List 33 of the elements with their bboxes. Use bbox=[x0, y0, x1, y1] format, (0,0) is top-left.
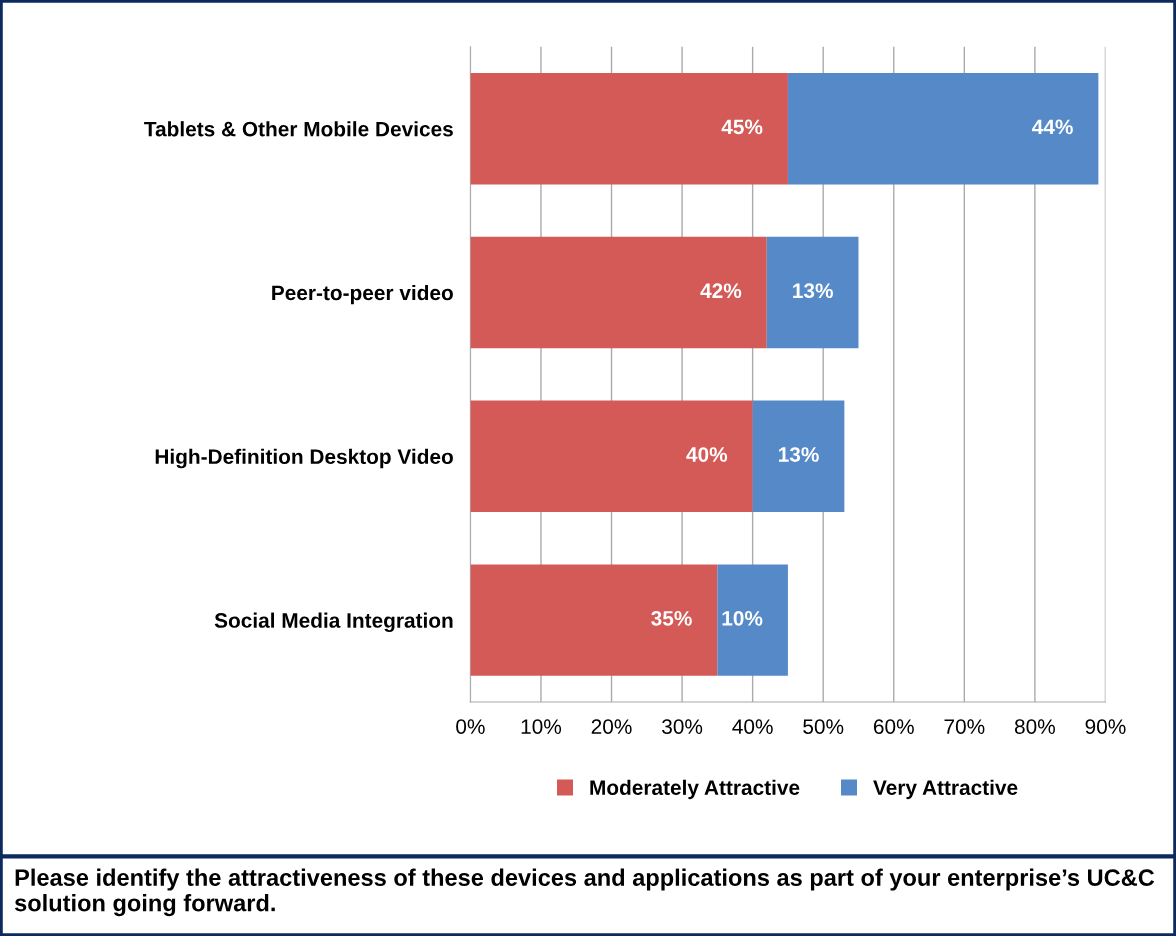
data-label: 44% bbox=[1032, 119, 1073, 135]
bar bbox=[766, 236, 859, 349]
bar bbox=[752, 400, 845, 512]
legend-label: Very Attractive bbox=[873, 779, 1018, 800]
y-tick-label: Peer-to-peer video bbox=[272, 284, 453, 305]
x-tick-label: 20% bbox=[591, 719, 632, 734]
x-tick-label: 60% bbox=[873, 719, 914, 734]
data-label: 42% bbox=[700, 283, 742, 299]
x-tick-label: 10% bbox=[521, 719, 562, 734]
data-label: 10% bbox=[722, 610, 763, 626]
bar bbox=[470, 564, 718, 676]
data-label: 40% bbox=[686, 447, 728, 462]
text: Please identify the attractiveness of these devices and applications as part of your enterprise’s UC&C solution going forward. bbox=[14, 868, 1155, 917]
x-tick-label: 50% bbox=[803, 719, 844, 734]
legend-label: Moderately Attractive bbox=[590, 779, 800, 800]
x-tick-label: 70% bbox=[944, 719, 985, 734]
data-label: 35% bbox=[651, 610, 692, 626]
bar bbox=[787, 73, 1099, 185]
y-tick-label: Tablets & Other Mobile Devices bbox=[144, 121, 453, 137]
x-tick-label: 90% bbox=[1085, 719, 1126, 734]
x-tick-label: 0% bbox=[456, 719, 485, 734]
data-label: 13% bbox=[793, 283, 833, 299]
y-tick-label: High-Definition Desktop Video bbox=[155, 448, 453, 469]
data-label: 45% bbox=[721, 119, 763, 135]
bar bbox=[470, 73, 788, 185]
x-tick-label: 30% bbox=[662, 719, 703, 734]
y-tick-label: Social Media Integration bbox=[214, 612, 453, 633]
x-tick-label: 40% bbox=[732, 719, 773, 734]
bar bbox=[470, 400, 753, 512]
x-tick-label: 80% bbox=[1014, 719, 1055, 734]
bar bbox=[717, 564, 788, 676]
bar bbox=[470, 236, 767, 349]
data-label: 13% bbox=[779, 447, 819, 462]
